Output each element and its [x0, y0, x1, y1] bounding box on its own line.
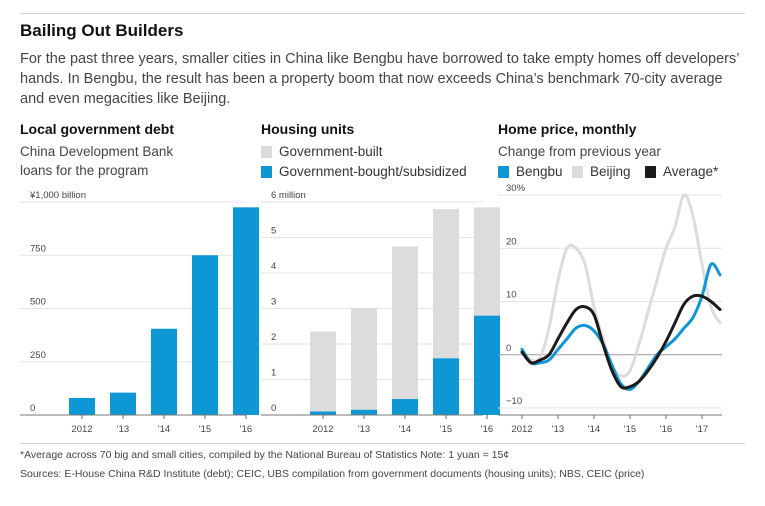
- debt-x-tick-label: '16: [240, 424, 252, 435]
- debt-y-tick-label: 250: [30, 350, 46, 361]
- housing-bar: [474, 315, 500, 415]
- debt-y-tick-label: ¥1,000 billion: [29, 190, 86, 201]
- housing-y-tick-label: 2: [271, 332, 276, 343]
- debt-x-tick-label: '15: [199, 424, 211, 435]
- legend-label: Government-built: [279, 144, 383, 159]
- legend-bengbu: Bengbu: [498, 164, 563, 179]
- legend-swatch-blue: [261, 165, 272, 178]
- legend-swatch-black: [645, 165, 656, 178]
- housing-y-tick-label: 4: [271, 261, 276, 272]
- debt-bar: [192, 255, 218, 415]
- debt-x-tick-label: 2012: [71, 424, 92, 435]
- debt-bar: [110, 392, 136, 415]
- legend-government-built: Government-built: [261, 144, 383, 159]
- housing-bar: [392, 246, 418, 400]
- price-panel-subtitle: Change from previous year: [498, 144, 661, 159]
- legend-beijing: Beijing: [572, 164, 631, 179]
- sources: Sources: E-House China R&D Institute (de…: [20, 468, 645, 480]
- debt-x-tick-label: '14: [158, 424, 170, 435]
- legend-swatch-blue: [498, 165, 509, 178]
- housing-bar: [433, 209, 459, 359]
- legend-label: Average*: [663, 164, 719, 179]
- debt-y-tick-label: 750: [30, 243, 46, 254]
- price-line-bengbu: [520, 262, 722, 391]
- housing-x-tick-label: 2012: [312, 424, 333, 435]
- price-x-tick-label: '17: [696, 424, 708, 435]
- price-line-beijing: [520, 193, 722, 378]
- housing-bar: [351, 409, 377, 415]
- debt-y-tick-label: 0: [30, 403, 35, 414]
- housing-x-tick-label: '16: [481, 424, 493, 435]
- housing-bar: [310, 411, 336, 415]
- top-rule: [20, 13, 745, 14]
- housing-bar: [310, 331, 336, 412]
- housing-y-tick-label: 6 million: [271, 190, 306, 201]
- legend-label: Government-bought/subsidized: [279, 164, 467, 179]
- housing-y-tick-label: 1: [271, 368, 276, 379]
- housing-y-tick-label: 5: [271, 226, 276, 237]
- price-x-tick-label: '13: [552, 424, 564, 435]
- debt-bar: [233, 207, 259, 415]
- housing-bar: [392, 399, 418, 415]
- price-x-tick-label: '14: [588, 424, 600, 435]
- price-x-tick-label: 2012: [511, 424, 532, 435]
- housing-x-tick-label: '15: [440, 424, 452, 435]
- price-y-tick-label: 0: [506, 343, 511, 354]
- price-y-tick-label: 10: [506, 290, 517, 301]
- debt-panel-subtitle-1: China Development Bank: [20, 144, 174, 159]
- price-y-tick-label: 20: [506, 236, 517, 247]
- legend-label: Bengbu: [516, 164, 563, 179]
- housing-x-tick-label: '14: [399, 424, 411, 435]
- debt-bar: [151, 328, 177, 415]
- footer-rule: [20, 443, 745, 444]
- price-x-tick-label: '15: [624, 424, 636, 435]
- legend-swatch-gray: [261, 145, 272, 158]
- chart-title: Bailing Out Builders: [20, 21, 184, 40]
- housing-bar: [351, 308, 377, 410]
- debt-y-tick-label: 500: [30, 297, 46, 308]
- price-y-tick-label: −10: [506, 396, 522, 407]
- legend-label: Beijing: [590, 164, 631, 179]
- footnote: *Average across 70 big and small cities,…: [20, 449, 510, 461]
- housing-x-tick-label: '13: [358, 424, 370, 435]
- debt-bar: [69, 397, 95, 415]
- debt-panel-subtitle-2: loans for the program: [20, 163, 149, 178]
- housing-bar: [474, 207, 500, 316]
- housing-bar: [433, 358, 459, 415]
- price-panel-title: Home price, monthly: [498, 121, 637, 137]
- housing-panel-title: Housing units: [261, 121, 355, 137]
- legend-average: Average*: [645, 164, 718, 179]
- price-line-average: [520, 293, 722, 390]
- price-y-tick-label: 30%: [506, 183, 526, 194]
- price-x-tick-label: '16: [660, 424, 672, 435]
- debt-x-tick-label: '13: [117, 424, 129, 435]
- legend-government-bought: Government-bought/subsidized: [261, 164, 467, 179]
- chart-subtitle: For the past three years, smaller cities…: [20, 51, 739, 107]
- housing-y-tick-label: 3: [271, 297, 276, 308]
- legend-swatch-gray: [572, 165, 583, 178]
- debt-panel-title: Local government debt: [20, 121, 175, 137]
- housing-y-tick-label: 0: [271, 403, 276, 414]
